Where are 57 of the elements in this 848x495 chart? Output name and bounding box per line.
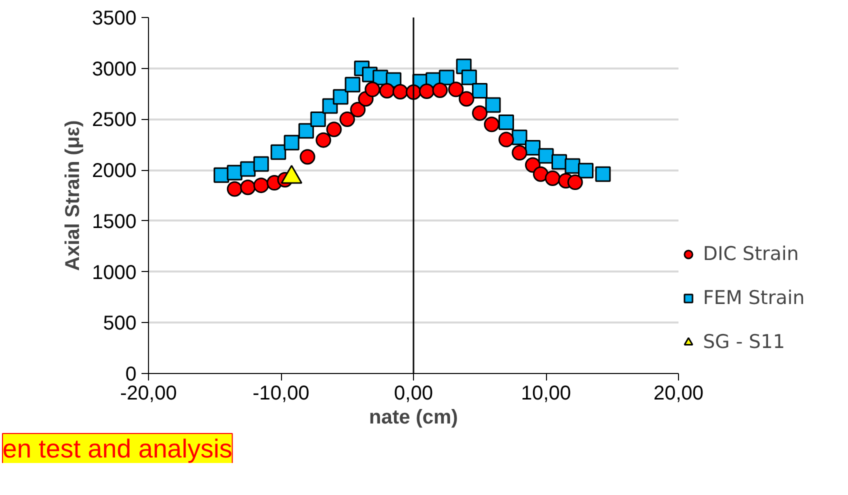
point: [226, 181, 242, 197]
point: [240, 180, 256, 196]
y-tick-label: 2500: [92, 109, 137, 132]
point: [270, 144, 286, 160]
x-tick-label: 0,00: [394, 382, 433, 404]
point: [458, 91, 474, 107]
y-tick-label: 500: [103, 312, 137, 335]
point: [350, 102, 366, 118]
point: [532, 166, 548, 182]
x-tick-label: 20,00: [653, 382, 704, 404]
legend-label: FEM Strain: [703, 287, 805, 309]
y-tick-label: 1500: [92, 210, 137, 233]
x-tick-label: -10,00: [252, 382, 310, 404]
x-tick-label: -20,00: [120, 382, 177, 404]
point: [472, 82, 488, 98]
point: [448, 82, 464, 98]
y-tick-label: 3500: [92, 8, 137, 30]
point: [485, 97, 501, 113]
point: [379, 83, 395, 98]
point: [432, 82, 448, 98]
y-tick-label: 2000: [92, 160, 137, 182]
point: [240, 161, 256, 177]
point: [332, 89, 348, 105]
x-tick-label: 10,00: [520, 382, 572, 404]
point: [310, 111, 326, 127]
point: [578, 162, 594, 178]
point: [552, 154, 567, 170]
legend-label: DIC Strain: [703, 243, 799, 265]
point: [364, 82, 380, 98]
y-axis-title: Axial Strain (με): [62, 120, 84, 271]
y-tick-label: 3000: [92, 58, 137, 80]
y-tick-label: 0: [125, 364, 136, 386]
point: [344, 76, 360, 92]
point: [595, 166, 611, 182]
legend-label: SG - S11: [703, 331, 785, 353]
point: [298, 123, 314, 139]
point: [567, 174, 583, 190]
point: [253, 178, 269, 194]
y-tick-label: 1000: [92, 262, 137, 284]
point: [461, 70, 477, 86]
point: [316, 132, 332, 148]
point: [284, 134, 300, 150]
point: [300, 149, 316, 165]
point: [392, 84, 408, 100]
point: [498, 114, 514, 130]
point: [326, 122, 342, 138]
x-axis-title: nate (cm): [369, 406, 458, 428]
point: [472, 105, 488, 121]
text: en test and analysis: [2, 434, 232, 464]
point: [484, 116, 500, 132]
point: [512, 145, 528, 161]
point: [340, 111, 355, 127]
point: [419, 84, 434, 99]
point: [498, 132, 514, 148]
point: [214, 167, 230, 183]
point: [544, 170, 560, 186]
point: [253, 156, 269, 172]
